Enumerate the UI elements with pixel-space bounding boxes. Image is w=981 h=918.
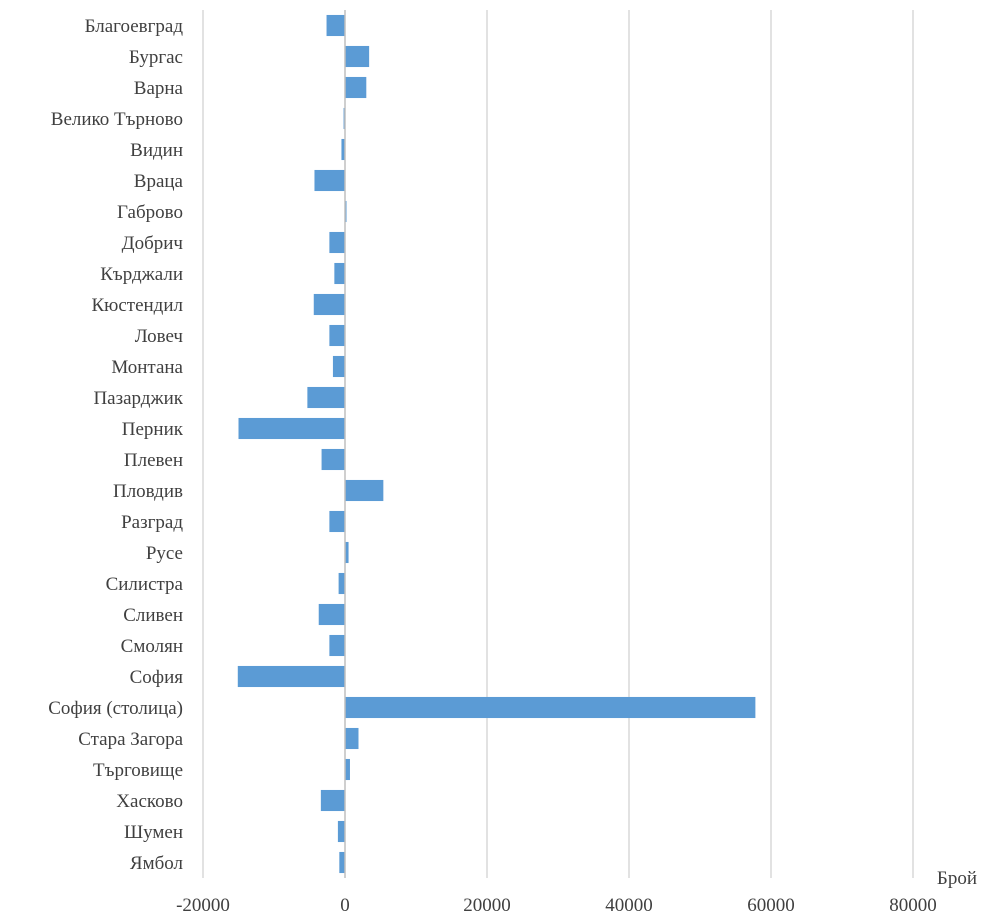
bar xyxy=(329,324,345,347)
category-label: Бургас xyxy=(129,47,183,68)
category-label: Плевен xyxy=(124,450,183,471)
category-label: Търговище xyxy=(93,760,183,781)
bar xyxy=(318,603,345,626)
bar xyxy=(320,789,345,812)
bar xyxy=(345,45,370,68)
category-label: Сливен xyxy=(123,605,183,626)
category-label: Перник xyxy=(122,419,184,440)
x-tick-label: 80000 xyxy=(889,895,937,916)
category-label: София (столица) xyxy=(48,698,183,719)
category-label: Благоевград xyxy=(85,16,184,37)
category-label: Кърджали xyxy=(100,264,183,285)
bar xyxy=(345,541,349,564)
bar xyxy=(326,14,345,37)
category-label: Русе xyxy=(146,543,183,564)
bar xyxy=(334,262,345,285)
x-tick-label: 0 xyxy=(340,895,350,916)
bar xyxy=(314,169,345,192)
bars xyxy=(237,14,756,874)
bar xyxy=(338,572,345,595)
bar xyxy=(337,820,345,843)
bar xyxy=(313,293,345,316)
unit-label: Брой xyxy=(937,868,977,889)
bar xyxy=(332,355,345,378)
x-tick-label: -20000 xyxy=(176,895,230,916)
bar xyxy=(345,727,359,750)
bar xyxy=(321,448,345,471)
category-labels: Благоевград Бургас Варна Велико Търново Види… xyxy=(48,16,184,874)
bar xyxy=(329,510,345,533)
bar xyxy=(345,479,384,502)
bar xyxy=(329,231,345,254)
category-label: Смолян xyxy=(121,636,183,657)
category-label: София xyxy=(130,667,184,688)
x-tick-label: 20000 xyxy=(463,895,511,916)
bar xyxy=(345,76,367,99)
category-label: Ловеч xyxy=(135,326,184,347)
category-label: Пловдив xyxy=(113,481,183,502)
bar xyxy=(237,665,345,688)
bar xyxy=(329,634,345,657)
category-label: Видин xyxy=(130,140,183,161)
x-tick-labels: -20000 0 20000 40000 60000 80000 xyxy=(176,895,937,916)
category-label: Силистра xyxy=(106,574,184,595)
category-label: Велико Търново xyxy=(51,109,183,130)
category-label: Кюстендил xyxy=(91,295,183,316)
category-label: Пазарджик xyxy=(93,388,183,409)
bar xyxy=(341,138,345,161)
category-label: Добрич xyxy=(122,233,184,254)
category-label: Габрово xyxy=(117,202,183,223)
x-tick-label: 40000 xyxy=(605,895,653,916)
bar xyxy=(307,386,345,409)
bar xyxy=(238,417,345,440)
bar xyxy=(345,758,350,781)
category-label: Шумен xyxy=(124,822,183,843)
bar xyxy=(339,851,345,874)
category-label: Хасково xyxy=(116,791,183,812)
category-label: Варна xyxy=(134,78,184,99)
category-label: Враца xyxy=(134,171,184,192)
bar xyxy=(345,696,756,719)
category-label: Разград xyxy=(121,512,183,533)
gridlines xyxy=(202,10,914,878)
x-tick-label: 60000 xyxy=(747,895,795,916)
category-label: Ямбол xyxy=(130,853,184,874)
category-label: Монтана xyxy=(111,357,183,378)
category-label: Стара Загора xyxy=(78,729,183,750)
